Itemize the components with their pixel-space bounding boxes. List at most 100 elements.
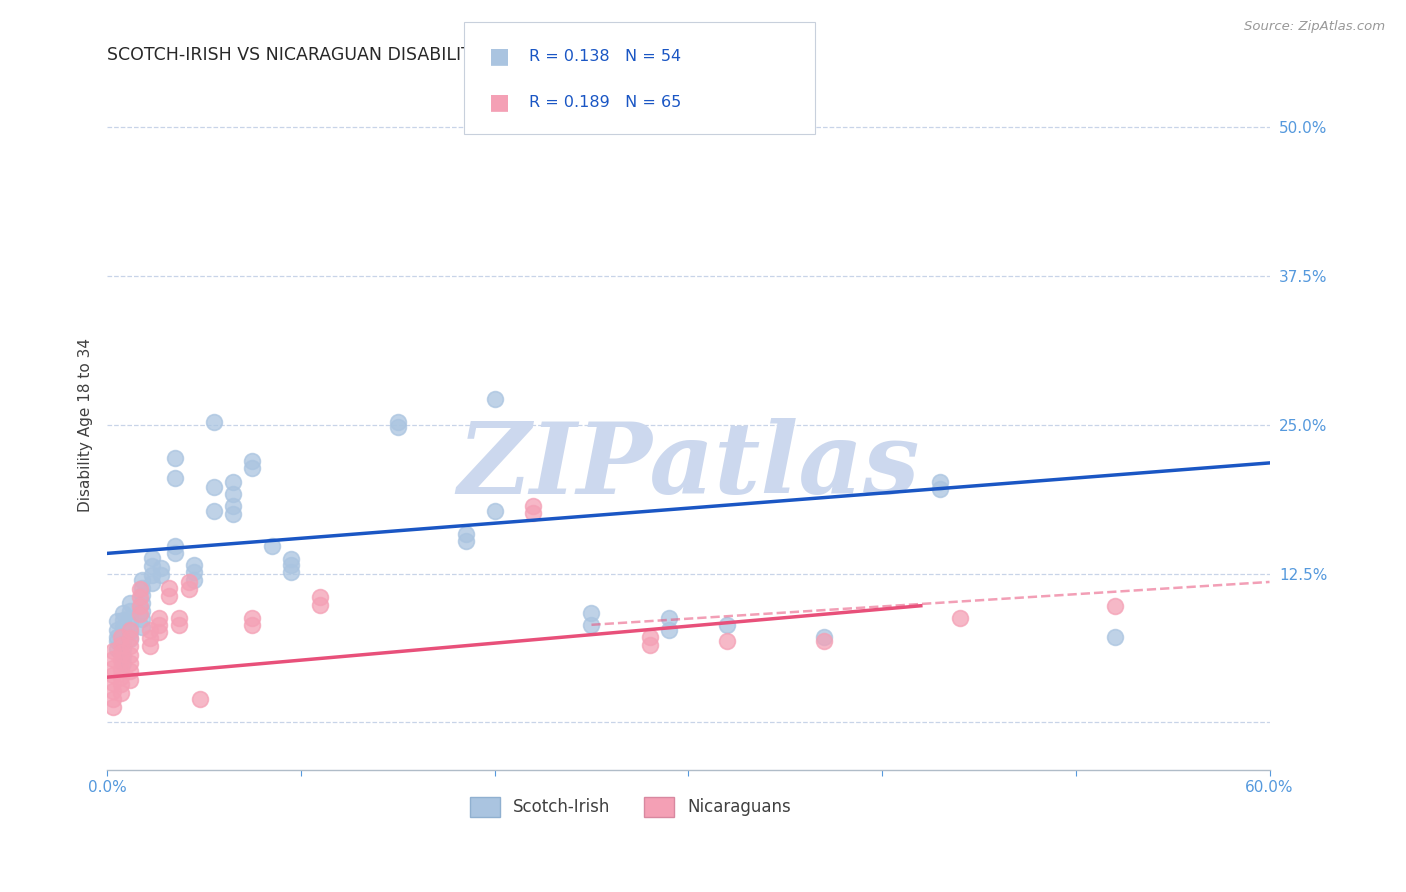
- Point: [1104, 630, 1126, 644]
- Point: [139, 631, 162, 645]
- Point: [110, 685, 132, 699]
- Point: [183, 558, 205, 573]
- Point: [148, 610, 170, 624]
- Text: ■: ■: [489, 93, 510, 112]
- Point: [111, 620, 134, 634]
- Point: [111, 641, 134, 656]
- Point: [658, 610, 681, 624]
- Point: [111, 627, 134, 641]
- Point: [101, 691, 124, 706]
- Point: [260, 539, 283, 553]
- Point: [150, 567, 173, 582]
- Point: [131, 612, 153, 626]
- Point: [157, 589, 180, 603]
- Point: [120, 631, 142, 645]
- Point: [1104, 599, 1126, 613]
- Point: [101, 660, 124, 674]
- Point: [120, 624, 142, 639]
- Point: [484, 503, 506, 517]
- Point: [188, 691, 211, 706]
- Point: [105, 623, 128, 637]
- Point: [101, 667, 124, 681]
- Point: [141, 551, 163, 566]
- Point: [111, 634, 134, 648]
- Point: [163, 471, 186, 485]
- Point: [929, 475, 952, 489]
- Point: [120, 664, 142, 678]
- Point: [581, 617, 603, 632]
- Point: [522, 506, 544, 520]
- Point: [110, 670, 132, 684]
- Point: [202, 480, 225, 494]
- Point: [101, 700, 124, 714]
- Point: [183, 566, 205, 580]
- Text: Source: ZipAtlas.com: Source: ZipAtlas.com: [1244, 20, 1385, 33]
- Point: [111, 648, 134, 663]
- Point: [581, 606, 603, 620]
- Point: [309, 598, 332, 612]
- Point: [813, 634, 835, 648]
- Point: [167, 617, 190, 632]
- Point: [716, 634, 738, 648]
- Point: [454, 534, 477, 549]
- Point: [111, 656, 134, 670]
- Point: [387, 416, 409, 430]
- Point: [120, 648, 142, 662]
- Point: [131, 573, 153, 587]
- Point: [813, 630, 835, 644]
- Point: [177, 582, 200, 596]
- Point: [101, 644, 124, 658]
- Point: [522, 499, 544, 513]
- Point: [120, 610, 142, 624]
- Point: [131, 620, 153, 634]
- Point: [222, 487, 245, 501]
- Point: [129, 599, 152, 613]
- Point: [139, 639, 162, 653]
- Point: [716, 617, 738, 632]
- Point: [131, 588, 153, 602]
- Point: [120, 673, 142, 687]
- Point: [163, 546, 186, 560]
- Point: [202, 503, 225, 517]
- Point: [120, 656, 142, 670]
- Point: [484, 392, 506, 406]
- Point: [129, 607, 152, 621]
- Point: [638, 630, 661, 644]
- Point: [163, 451, 186, 466]
- Point: [141, 576, 163, 591]
- Text: R = 0.138   N = 54: R = 0.138 N = 54: [529, 49, 681, 63]
- Point: [148, 617, 170, 632]
- Point: [131, 581, 153, 595]
- Point: [120, 603, 142, 617]
- Point: [280, 558, 302, 573]
- Point: [177, 574, 200, 589]
- Point: [111, 613, 134, 627]
- Point: [120, 632, 142, 646]
- Point: [120, 617, 142, 632]
- Point: [105, 641, 128, 656]
- Text: SCOTCH-IRISH VS NICARAGUAN DISABILITY AGE 18 TO 34 CORRELATION CHART: SCOTCH-IRISH VS NICARAGUAN DISABILITY AG…: [107, 46, 803, 64]
- Point: [280, 566, 302, 580]
- Text: ■: ■: [489, 46, 510, 66]
- Point: [110, 653, 132, 667]
- Point: [242, 617, 264, 632]
- Point: [101, 676, 124, 690]
- Point: [120, 596, 142, 610]
- Point: [163, 539, 186, 553]
- Point: [222, 475, 245, 489]
- Point: [101, 684, 124, 698]
- Point: [105, 630, 128, 644]
- Point: [110, 662, 132, 676]
- Point: [105, 634, 128, 648]
- Point: [105, 614, 128, 628]
- Point: [131, 596, 153, 610]
- Point: [129, 582, 152, 596]
- Point: [110, 646, 132, 660]
- Point: [150, 560, 173, 574]
- Point: [948, 610, 970, 624]
- Point: [387, 420, 409, 434]
- Point: [110, 677, 132, 691]
- Point: [139, 623, 162, 637]
- Point: [129, 591, 152, 605]
- Point: [167, 610, 190, 624]
